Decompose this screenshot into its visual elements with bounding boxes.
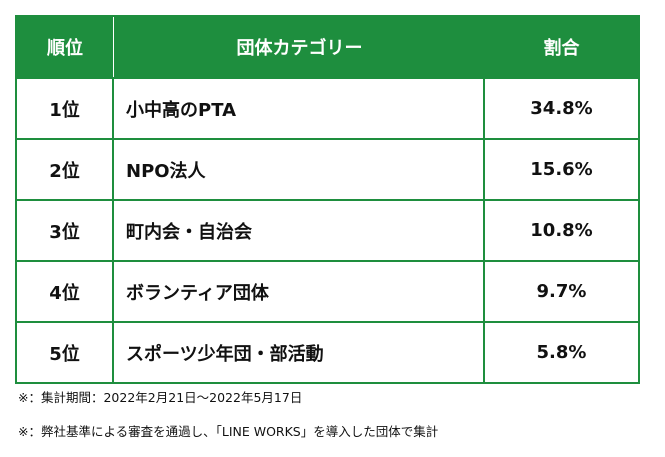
rank-cell: 1位 [17, 79, 114, 138]
table-row: 2位 NPO法人 15.6% [17, 138, 638, 199]
header-rank: 順位 [17, 17, 114, 77]
table-header: 順位 団体カテゴリー 割合 [17, 17, 638, 77]
rank-cell: 4位 [17, 262, 114, 321]
share-cell: 34.8% [530, 98, 593, 119]
share-cell: 5.8% [536, 342, 587, 363]
table-row: 3位 町内会・自治会 10.8% [17, 199, 638, 260]
share-cell: 10.8% [530, 220, 593, 241]
footnotes: ※：集計期間：2022年2月21日～2022年5月17日 ※：弊社基準による審査… [18, 389, 438, 457]
header-share: 割合 [543, 38, 580, 59]
category-cell: スポーツ少年団・部活動 [114, 323, 485, 382]
table-row: 1位 小中高のPTA 34.8% [17, 77, 638, 138]
rank-cell: 5位 [17, 323, 114, 382]
share-cell: 9.7% [536, 281, 587, 302]
share-cell: 15.6% [530, 159, 593, 180]
category-cell: 町内会・自治会 [114, 201, 485, 260]
ranking-table: 順位 団体カテゴリー 割合 1位 小中高のPTA 34.8% 2位 NPO法人 … [15, 15, 640, 384]
rank-cell: 3位 [17, 201, 114, 260]
header-category: 団体カテゴリー [236, 38, 363, 59]
category-cell: 小中高のPTA [114, 79, 485, 138]
rank-cell: 2位 [17, 140, 114, 199]
category-cell: ボランティア団体 [114, 262, 485, 321]
table-row: 5位 スポーツ少年団・部活動 5.8% [17, 321, 638, 382]
footnote-period: ※：集計期間：2022年2月21日～2022年5月17日 [18, 390, 303, 405]
table-row: 4位 ボランティア団体 9.7% [17, 260, 638, 321]
footnote-criteria: ※：弊社基準による審査を通過し、「LINE WORKS」を導入した団体で集計 [18, 424, 439, 439]
category-cell: NPO法人 [114, 140, 485, 199]
